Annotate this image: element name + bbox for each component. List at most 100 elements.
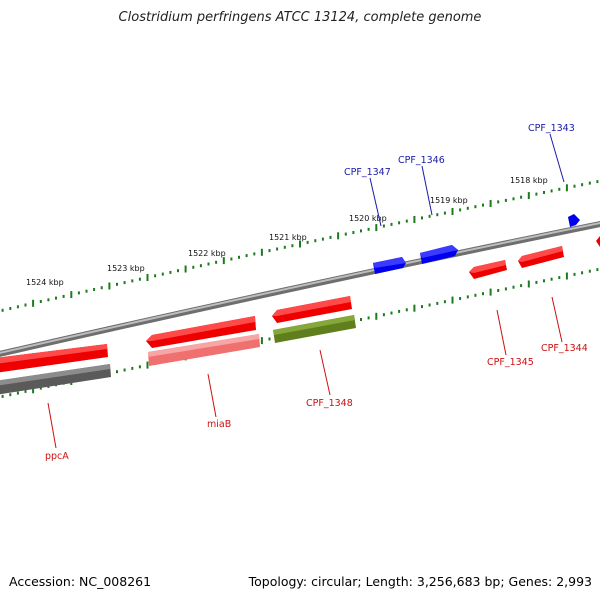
gene-label-cpf-1346[interactable]: CPF_1346 — [398, 155, 445, 166]
inner-minor-tick — [443, 300, 446, 304]
outer-minor-tick — [9, 307, 12, 310]
inner-minor-tick — [504, 287, 507, 291]
outer-minor-tick — [596, 180, 599, 184]
gene-label-ppcA[interactable]: ppcA — [45, 451, 69, 462]
outer-major-tick — [375, 224, 378, 232]
outer-minor-tick — [291, 244, 294, 248]
outer-minor-tick — [1, 308, 4, 312]
reverse-gene-cpf-1348[interactable] — [272, 296, 352, 323]
outer-minor-tick — [504, 198, 507, 202]
outer-major-tick — [489, 200, 492, 207]
outer-major-tick — [527, 192, 530, 200]
inner-minor-tick — [367, 316, 370, 320]
outer-minor-tick — [39, 300, 42, 303]
outer-minor-tick — [543, 191, 545, 194]
inner-minor-tick — [16, 391, 19, 395]
outer-minor-tick — [329, 235, 332, 239]
inner-minor-tick — [131, 366, 134, 370]
outer-minor-tick — [520, 195, 523, 199]
outer-minor-tick — [421, 216, 423, 220]
outer-minor-tick — [123, 281, 126, 285]
outer-minor-tick — [443, 211, 446, 215]
reverse-gene-cpf-1344[interactable] — [518, 246, 564, 268]
outer-minor-tick — [558, 187, 561, 191]
outer-minor-tick — [253, 252, 256, 256]
outer-minor-tick — [116, 282, 118, 286]
outer-minor-tick — [352, 231, 355, 234]
outer-major-tick — [70, 291, 73, 299]
inner-major-tick — [489, 288, 492, 296]
gene-label-cpf-1347[interactable]: CPF_1347 — [344, 167, 391, 178]
kbp-label-1523: 1523 kbp — [107, 264, 145, 273]
outer-minor-tick — [367, 227, 370, 231]
gene-labels: CPF_1343 CPF_1346 CPF_1347 CPF_1345 CPF_… — [45, 123, 588, 462]
outer-minor-tick — [550, 189, 553, 193]
outer-minor-tick — [573, 184, 576, 188]
inner-minor-tick — [482, 292, 484, 296]
outer-major-tick — [565, 184, 568, 192]
outer-minor-tick — [535, 192, 538, 196]
outer-minor-tick — [230, 257, 233, 261]
gene-label-cpf-1345[interactable]: CPF_1345 — [487, 357, 534, 368]
outer-minor-tick — [306, 240, 309, 244]
outer-minor-tick — [55, 296, 57, 300]
outer-minor-tick — [62, 294, 65, 298]
label-leader-lines — [47, 133, 565, 449]
reverse-gene-cpf-1345[interactable] — [469, 260, 507, 279]
outer-minor-tick — [169, 270, 172, 274]
inner-minor-tick — [512, 285, 515, 289]
inner-minor-tick — [596, 268, 599, 272]
inner-minor-tick — [466, 295, 469, 299]
inner-minor-tick — [459, 297, 462, 300]
inner-minor-tick — [474, 293, 477, 297]
reverse-gene-edge[interactable] — [596, 236, 600, 247]
reverse-gene-ppcA[interactable] — [0, 344, 108, 373]
rna-feature-miaB-region[interactable] — [148, 334, 260, 366]
accession-text: Accession: NC_008261 — [9, 574, 152, 589]
inner-minor-tick — [9, 393, 12, 397]
outer-minor-tick — [268, 249, 271, 253]
inner-minor-tick — [436, 301, 439, 305]
outer-major-tick — [337, 232, 340, 240]
outer-minor-tick — [466, 206, 469, 210]
inner-minor-tick — [24, 389, 27, 393]
pseudo-gene-ppcA-region[interactable] — [0, 364, 111, 395]
inner-major-tick — [146, 361, 149, 369]
gene-label-cpf-1343[interactable]: CPF_1343 — [528, 123, 575, 134]
inner-minor-tick — [550, 277, 553, 281]
outer-minor-tick — [474, 205, 477, 209]
outer-minor-tick — [390, 222, 393, 226]
other-feature-cpf-1348[interactable] — [273, 315, 356, 343]
forward-gene-cpf-1346[interactable] — [420, 245, 458, 264]
outer-minor-tick — [512, 197, 515, 201]
outer-minor-tick — [588, 181, 591, 185]
outer-major-tick — [184, 265, 187, 273]
outer-major-tick — [413, 216, 416, 223]
kbp-label-1522: 1522 kbp — [188, 249, 226, 258]
outer-minor-tick — [100, 286, 103, 290]
inner-minor-tick — [558, 276, 561, 280]
inner-minor-tick — [428, 303, 431, 307]
outer-minor-tick — [360, 229, 362, 233]
gene-label-cpf-1348[interactable]: CPF_1348 — [306, 398, 353, 409]
outer-tick-track — [1, 180, 599, 312]
gene-label-cpf-1344[interactable]: CPF_1344 — [541, 343, 588, 354]
inner-minor-tick — [497, 289, 500, 292]
kbp-label-1518: 1518 kbp — [510, 176, 548, 185]
outer-minor-tick — [77, 291, 80, 295]
outer-minor-tick — [131, 279, 134, 283]
outer-minor-tick — [16, 305, 19, 309]
reverse-gene-miaB[interactable] — [146, 316, 256, 348]
inner-minor-tick — [405, 308, 408, 312]
inner-minor-tick — [390, 311, 393, 315]
inner-minor-tick — [398, 309, 401, 313]
gene-label-miaB[interactable]: miaB — [207, 419, 231, 430]
outer-major-tick — [451, 208, 454, 215]
outer-minor-tick — [459, 208, 462, 212]
forward-gene-cpf-1343[interactable] — [568, 214, 580, 227]
outer-minor-tick — [344, 232, 347, 236]
inner-minor-tick — [581, 271, 584, 275]
forward-gene-cpf-1347[interactable] — [373, 257, 406, 274]
inner-major-tick — [32, 386, 35, 394]
